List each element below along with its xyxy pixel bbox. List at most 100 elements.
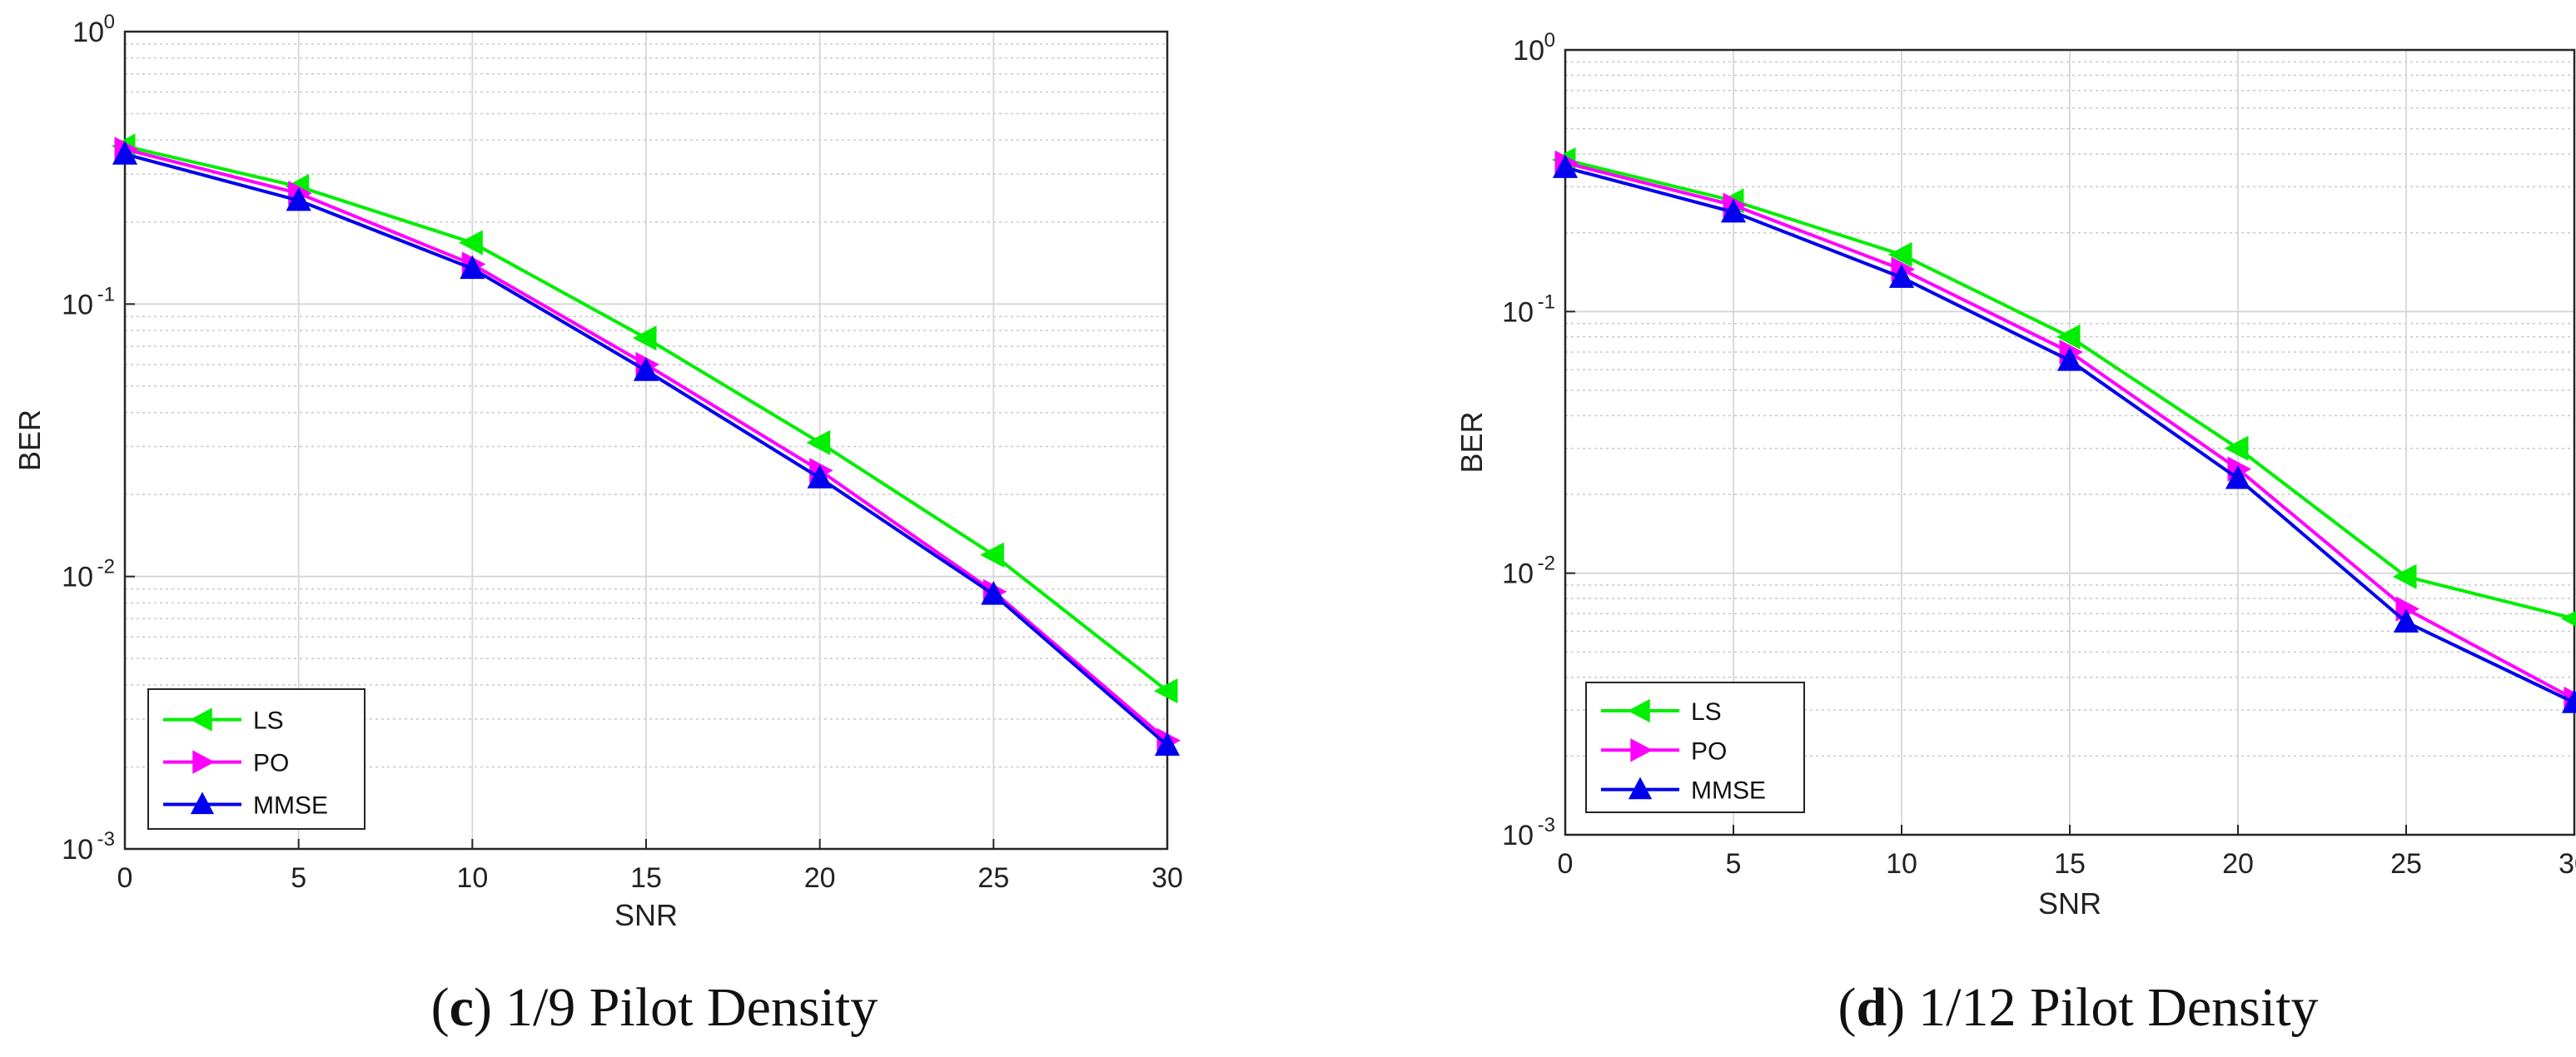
data-point xyxy=(980,542,1004,568)
legend-label: LS xyxy=(253,707,284,735)
y-tick-label: 010 xyxy=(72,11,115,48)
y-tick-exponent: -1 xyxy=(1538,290,1555,313)
y-tick-label: -310 xyxy=(1502,814,1555,851)
legend-label: PO xyxy=(253,750,289,777)
y-tick-base: 10 xyxy=(62,562,93,593)
x-tick-label: 5 xyxy=(1726,848,1742,880)
caption-letter: c xyxy=(450,977,474,1038)
y-tick-base: 10 xyxy=(62,289,93,320)
y-tick-label: -210 xyxy=(62,556,115,593)
y-tick-exponent: 0 xyxy=(1544,29,1555,52)
caption-paren-close: ) xyxy=(474,977,492,1038)
series-mmse xyxy=(112,141,1181,757)
legend-entry-po: PO xyxy=(163,750,289,777)
legend-entry-ls: LS xyxy=(1601,698,1722,726)
data-point xyxy=(807,464,833,489)
chart-caption: (c) 1/9 Pilot Density xyxy=(431,977,878,1038)
legend-label: LS xyxy=(1691,698,1722,726)
legend-marker xyxy=(1627,698,1650,723)
x-tick-label: 5 xyxy=(291,862,306,894)
data-point xyxy=(633,357,659,381)
y-tick-exponent: -1 xyxy=(97,283,115,305)
legend-label: PO xyxy=(1691,737,1727,765)
legend-label: MMSE xyxy=(1691,777,1766,805)
y-tick-label: -310 xyxy=(62,828,115,866)
y-tick-label: -210 xyxy=(1502,553,1555,590)
legend-entry-po: PO xyxy=(1601,737,1727,765)
caption-paren-open: ( xyxy=(1838,977,1856,1038)
x-tick-label: 30 xyxy=(2559,848,2576,880)
legend-entry-mmse: MMSE xyxy=(163,792,328,819)
data-point xyxy=(2056,347,2083,371)
data-point xyxy=(1552,154,1579,178)
data-point xyxy=(2056,324,2081,350)
data-point xyxy=(460,255,485,280)
legend: LS PO MMSE xyxy=(147,688,366,830)
x-tick-label: 0 xyxy=(1558,848,1574,880)
x-tick-label: 25 xyxy=(2390,848,2422,880)
y-tick-base: 10 xyxy=(1502,296,1534,328)
data-point xyxy=(1153,678,1178,704)
y-tick-exponent: -3 xyxy=(97,828,115,851)
data-point xyxy=(2393,608,2419,633)
y-tick-exponent: -3 xyxy=(1538,814,1555,836)
chart-d: 051015202530010-110-210-310SNRBERLSPOMMS… xyxy=(1455,29,2576,1038)
y-tick-base: 10 xyxy=(1513,35,1544,67)
data-point xyxy=(981,581,1007,605)
data-point xyxy=(112,141,138,165)
data-point xyxy=(2224,435,2249,461)
data-point xyxy=(1887,241,1912,268)
chart-c: 0 5 10 15 20 25 30010-110-210-310SNRBERLSPOMMS… xyxy=(12,11,1183,1038)
data-point xyxy=(806,429,831,455)
legend-marker xyxy=(189,707,212,732)
x-axis-label: SNR xyxy=(614,898,678,932)
y-axis-label: BER xyxy=(1455,411,1489,473)
legend-entry-mmse: MMSE xyxy=(1601,777,1766,805)
x-tick-label: 10 xyxy=(456,862,488,894)
data-point xyxy=(286,186,311,211)
data-point xyxy=(2560,610,2576,627)
y-tick-base: 10 xyxy=(1502,558,1534,590)
data-point xyxy=(1888,264,1915,288)
legend-entry-ls: LS xyxy=(163,707,284,735)
x-tick-label: 20 xyxy=(804,862,836,894)
legend-marker xyxy=(190,792,215,815)
x-tick-label: 20 xyxy=(2222,848,2254,880)
caption-paren-open: ( xyxy=(431,977,450,1038)
data-point xyxy=(1720,198,1747,223)
x-tick-label: 0 xyxy=(117,862,133,894)
y-axis-label: BER xyxy=(12,409,47,471)
legend: LS PO MMSE xyxy=(1585,682,1805,813)
legend-marker xyxy=(192,750,216,774)
y-tick-label: 010 xyxy=(1513,29,1555,67)
caption-text: 1/9 Pilot Density xyxy=(505,977,878,1038)
data-point xyxy=(2561,689,2576,713)
data-point xyxy=(1154,732,1181,757)
x-tick-label: 10 xyxy=(1886,848,1917,880)
data-point xyxy=(459,230,483,256)
caption-paren-close: ) xyxy=(1887,977,1905,1038)
chart-caption: (d) 1/12 Pilot Density xyxy=(1838,977,2318,1038)
legend-label: MMSE xyxy=(253,792,328,819)
data-point xyxy=(2392,563,2417,589)
y-tick-base: 10 xyxy=(62,834,93,866)
y-tick-label: -110 xyxy=(62,283,115,320)
legend-marker xyxy=(1630,738,1654,762)
y-tick-base: 10 xyxy=(72,17,104,48)
x-axis-label: SNR xyxy=(2038,886,2101,921)
y-tick-exponent: 0 xyxy=(104,11,115,33)
series-mmse xyxy=(1552,154,2576,713)
x-tick-label: 30 xyxy=(1151,862,1183,894)
data-point xyxy=(2225,464,2251,489)
y-tick-exponent: -2 xyxy=(97,556,115,578)
legend-marker xyxy=(1628,777,1653,800)
caption-text: 1/12 Pilot Density xyxy=(1918,977,2318,1038)
caption-letter: d xyxy=(1856,977,1887,1038)
x-tick-label: 15 xyxy=(630,862,662,894)
y-tick-label: -110 xyxy=(1502,290,1555,328)
data-point xyxy=(632,325,657,351)
x-tick-label: 15 xyxy=(2054,848,2086,880)
x-tick-label: 25 xyxy=(977,862,1009,894)
y-tick-exponent: -2 xyxy=(1538,553,1555,575)
